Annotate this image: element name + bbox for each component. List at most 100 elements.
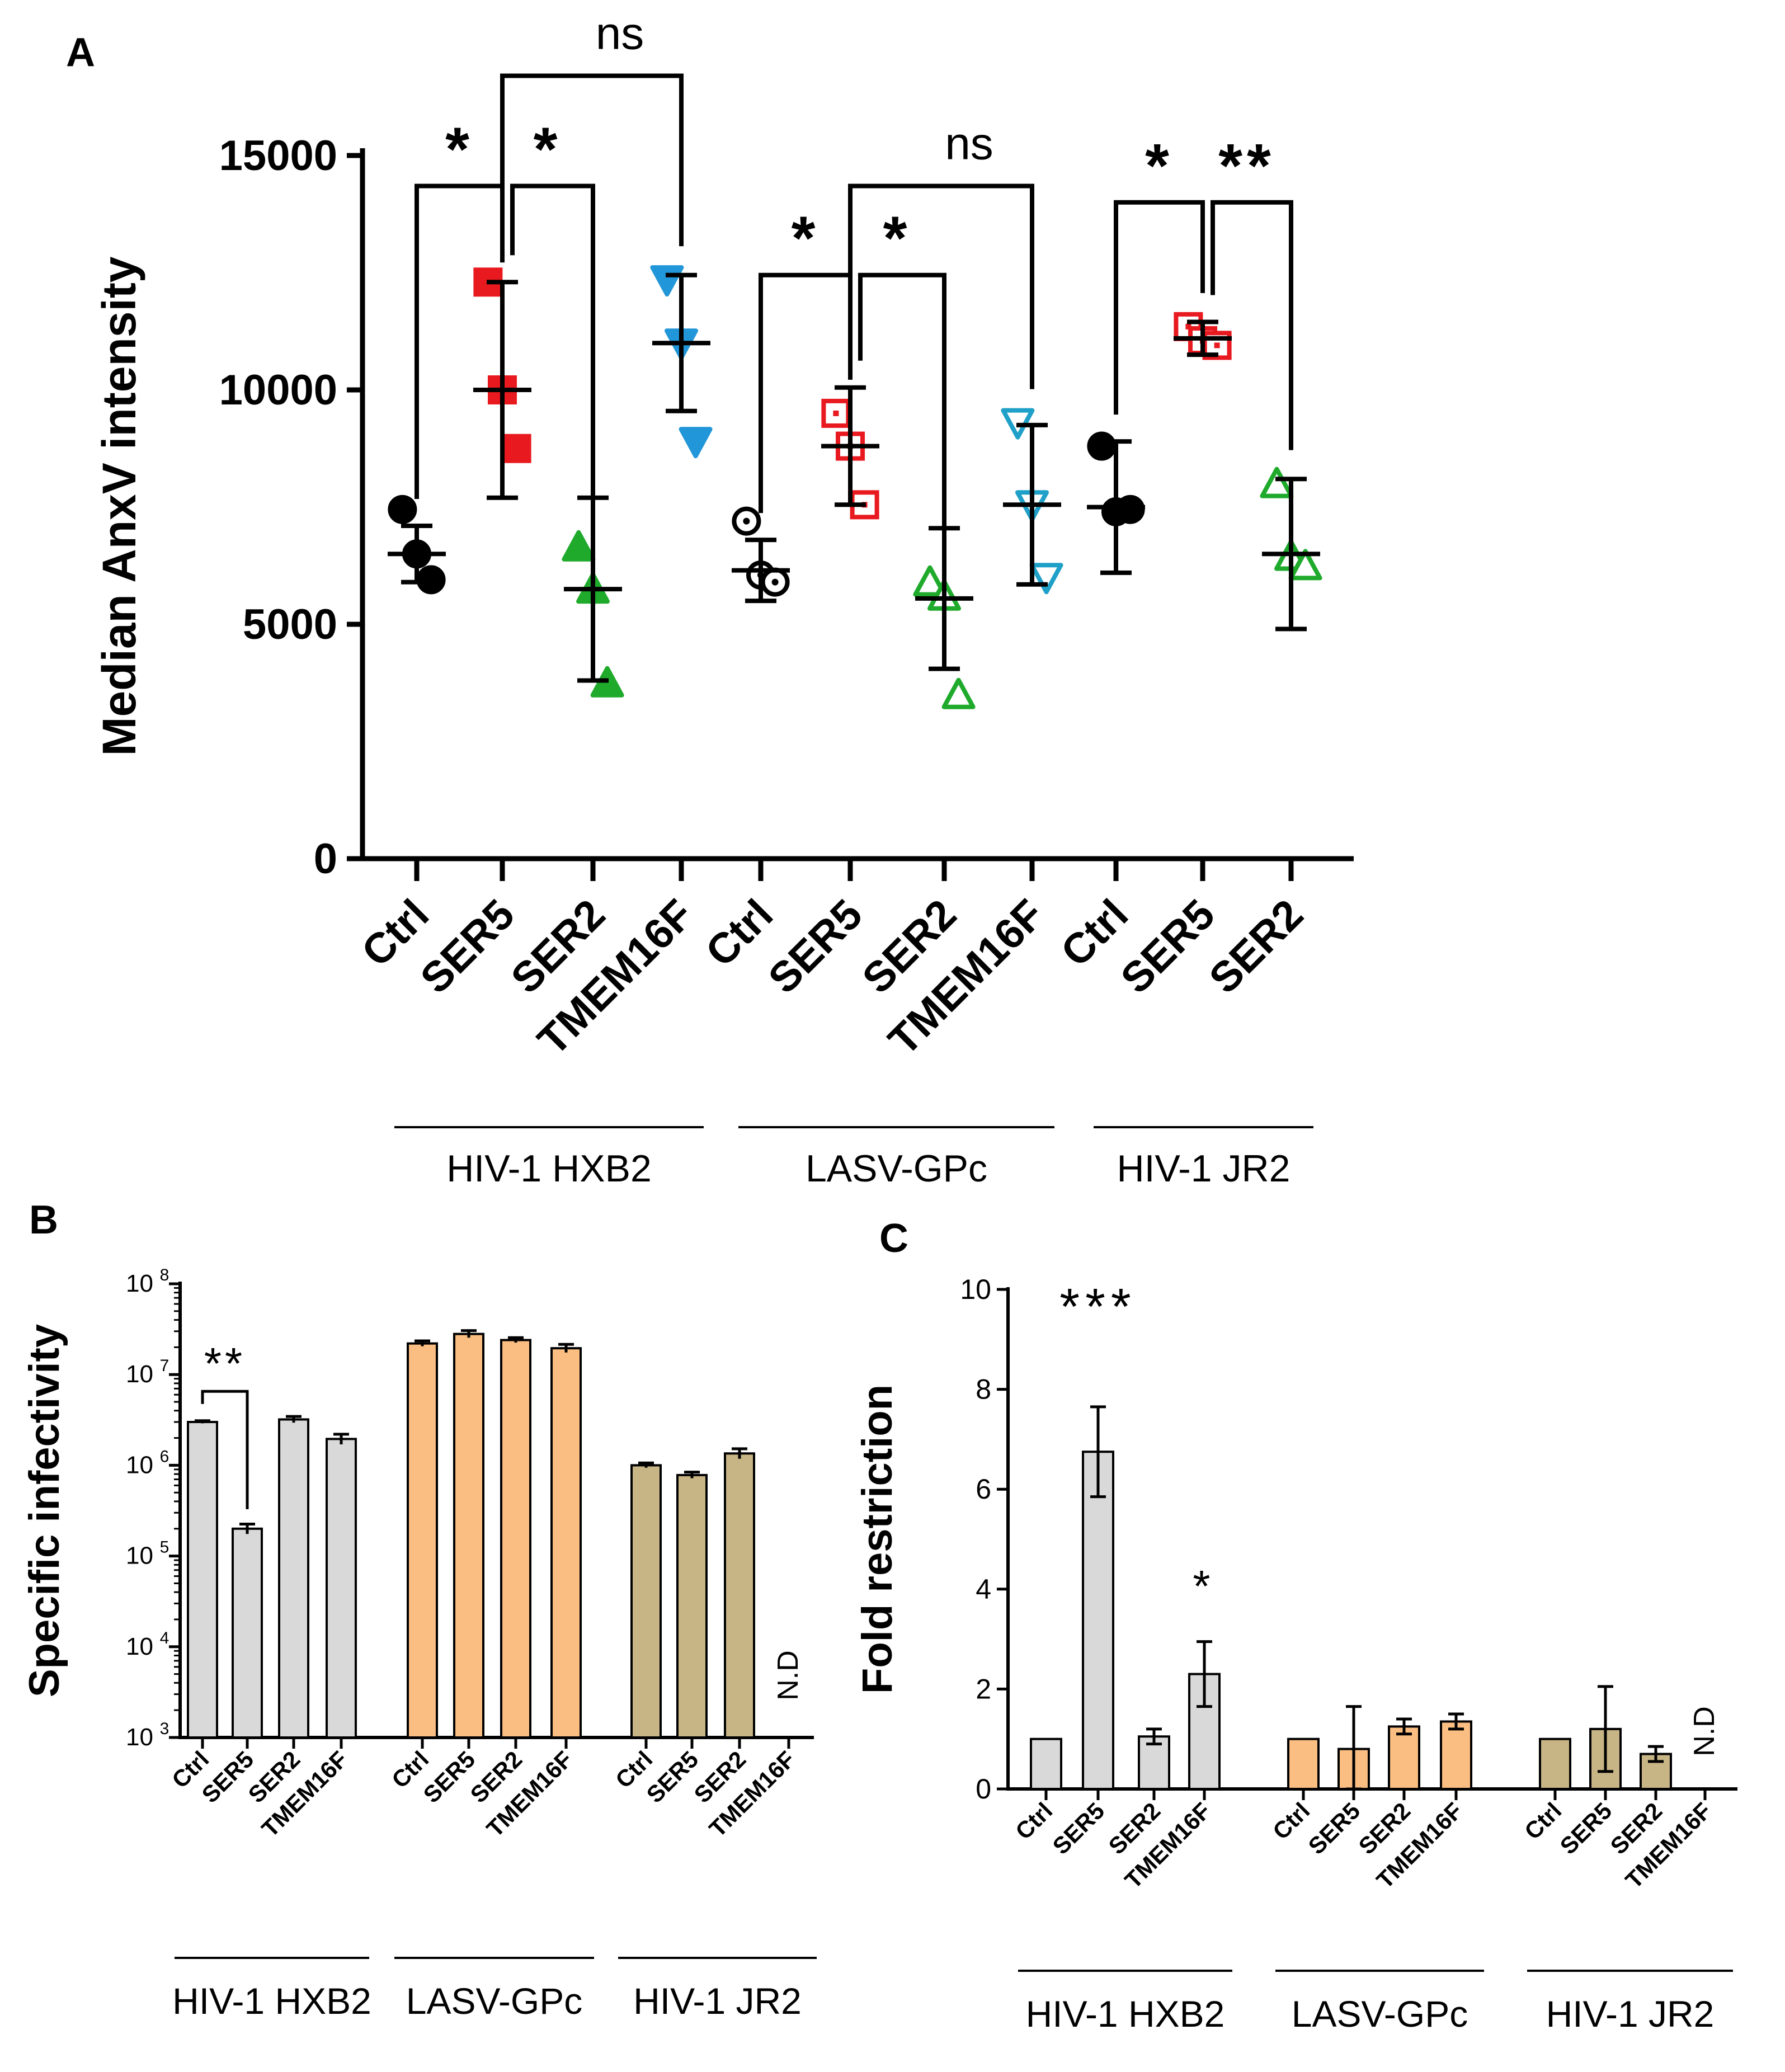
x-tick-label: SER5 [412,891,524,1002]
data-point [679,427,713,459]
group-label: HIV-1 JR2 [1117,1147,1291,1190]
significance-bracket [858,272,946,549]
data-point [1087,431,1117,461]
x-tick-label: SER5 [642,1746,704,1808]
y-tick-label: 15000 [219,132,337,180]
data-point [1260,467,1294,498]
data-point [562,530,596,562]
bar [676,1473,708,1739]
y-tick-label: 0 [314,835,337,883]
bar [724,1452,755,1739]
data-point [1029,563,1063,595]
data-point-center [743,517,750,525]
data-point [941,677,976,709]
data-point-center [833,410,839,416]
not-determined-label: N.D [1688,1706,1721,1757]
significance-bracket [500,73,684,263]
group-label: HIV-1 HXB2 [1026,1993,1225,2035]
panel-a-label: A [66,30,95,75]
y-tick-label-base: 10 [126,1723,153,1751]
y-tick-label-base: 10 [126,1633,153,1660]
panel-c-label: C [879,1216,908,1261]
significance-bracket [415,183,505,500]
group-label: HIV-1 JR2 [1546,1993,1715,2035]
data-point [913,565,947,597]
y-tick-label-exponent: 7 [160,1357,169,1375]
group-label: LASV-GPc [806,1147,987,1190]
significance-bracket [848,183,1034,389]
group-label: HIV-1 HXB2 [172,1980,371,2022]
significance-label: * [534,115,562,183]
bar [630,1464,662,1739]
bar [232,1527,263,1739]
bar [326,1438,357,1739]
bar [1539,1737,1571,1790]
x-tick-label: SER5 [1303,1797,1365,1859]
significance-label: ** [204,1339,246,1388]
bar [278,1418,309,1739]
y-tick-label-exponent: 3 [160,1720,169,1738]
y-axis-label: Fold restriction [854,1385,901,1694]
significance-label: * [445,115,474,183]
significance-bracket [1114,200,1205,415]
y-tick-label-base: 10 [126,1542,153,1570]
y-axis-label: Median AnxV intensity [93,256,145,756]
significance-label: * [1145,131,1174,200]
significance-label: * [1193,1561,1216,1611]
group-label: LASV-GPc [1292,1993,1468,2035]
significance-bracket [510,183,595,514]
bar [407,1342,438,1739]
y-tick-label: 10 [960,1274,991,1305]
bar [453,1332,484,1739]
bar [187,1421,218,1739]
y-tick-label-exponent: 6 [160,1447,169,1466]
y-tick-label: 0 [976,1773,991,1805]
y-tick-label-base: 10 [126,1270,153,1297]
x-tick-label: SER5 [1048,1797,1110,1859]
data-point [1288,549,1322,581]
x-tick-label: SER5 [1112,891,1224,1002]
data-point [388,495,417,524]
y-tick-label-base: 10 [126,1360,153,1388]
y-tick-label-exponent: 8 [160,1266,169,1284]
data-point [1115,495,1145,524]
data-point [650,265,684,297]
data-point-center [771,578,779,586]
significance-label: * [792,204,820,273]
significance-label: ** [1218,131,1275,200]
y-tick-label: 8 [976,1374,991,1405]
bar [1030,1737,1062,1790]
y-tick-label: 5000 [243,601,337,648]
bar [1082,1451,1114,1791]
y-tick-label: 2 [976,1673,991,1704]
x-tick-label: SER2 [1200,891,1312,1002]
data-point [416,565,446,595]
significance-label: *** [1059,1279,1136,1336]
not-determined-label: N.D [772,1650,804,1701]
x-tick-label: SER5 [418,1746,481,1808]
data-point-center [1214,342,1220,349]
significance-label: ns [945,118,993,169]
bar [500,1339,531,1739]
y-tick-label: 6 [976,1473,991,1505]
significance-label: * [883,204,912,273]
significance-bracket [201,1390,249,1509]
y-tick-label: 10000 [219,366,337,414]
y-tick-label-exponent: 5 [160,1538,169,1557]
group-label: HIV-1 JR2 [633,1980,802,2022]
y-tick-label-exponent: 4 [160,1629,169,1647]
x-tick-label: SER5 [1555,1797,1617,1859]
significance-bracket [759,272,853,514]
group-label: HIV-1 HXB2 [446,1147,652,1190]
y-axis-label: Specific infectivity [21,1324,68,1697]
significance-label: ns [596,8,644,59]
significance-bracket [1211,200,1293,450]
bar [1388,1725,1420,1790]
bar [1440,1720,1472,1791]
bar [1287,1737,1320,1790]
x-tick-label: SER5 [760,891,872,1002]
